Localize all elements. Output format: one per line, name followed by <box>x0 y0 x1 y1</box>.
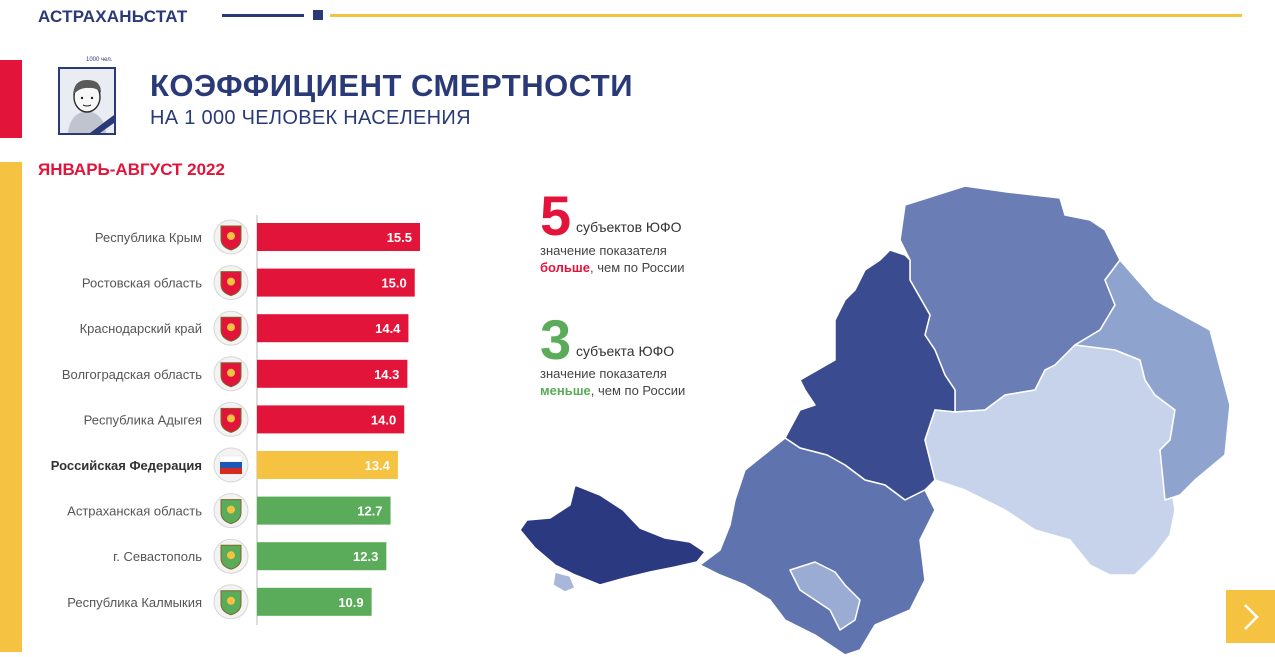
bar <box>257 268 415 297</box>
bar-value-label: 15.5 <box>387 230 412 245</box>
header-divider-dark <box>222 14 304 17</box>
category-label: г. Севастополь <box>113 549 202 564</box>
period-label: ЯНВАРЬ-АВГУСТ 2022 <box>38 160 225 179</box>
coat-of-arms-icon <box>213 493 249 529</box>
bar-value-label: 14.3 <box>374 367 399 382</box>
avatar-caption: 1000 чел. <box>86 57 113 63</box>
bar-value-label: 13.4 <box>365 458 391 473</box>
category-label: Краснодарский край <box>80 321 202 336</box>
southern-district-map <box>519 185 1231 656</box>
bar-value-label: 12.7 <box>357 504 382 519</box>
category-label: Астраханская область <box>67 504 202 519</box>
below-emph: меньше <box>540 383 591 398</box>
category-label: Ростовская область <box>82 276 202 291</box>
bar <box>257 451 398 479</box>
below-line1: значение показателя <box>540 366 667 381</box>
map-region-crimea <box>519 484 706 586</box>
accent-bar-red <box>0 60 22 138</box>
above-head: субъектов ЮФО <box>576 219 682 235</box>
next-slide-button[interactable] <box>1226 590 1275 643</box>
coat-of-arms-icon <box>213 401 249 437</box>
coat-of-arms-icon <box>213 310 249 346</box>
bar-value-label: 12.3 <box>353 549 378 564</box>
category-label: Российская Федерация <box>51 458 202 473</box>
above-rest: , чем по России <box>589 260 685 275</box>
bar <box>257 542 387 571</box>
page-title: КОЭФФИЦИЕНТ СМЕРТНОСТИ <box>150 68 634 103</box>
coat-of-arms-icon <box>213 265 249 301</box>
map-region-astrakhan <box>1074 259 1231 501</box>
bar-value-label: 14.4 <box>375 321 401 336</box>
bar <box>257 587 372 616</box>
coat-of-arms-icon <box>213 584 249 620</box>
map-region-krasnodar <box>699 437 936 656</box>
above-emph: больше <box>540 260 590 275</box>
map-region-adygea <box>789 561 861 631</box>
bar-value-label: 14.0 <box>371 412 396 427</box>
header-square-marker <box>313 10 323 20</box>
person-avatar-icon <box>58 67 116 135</box>
bar <box>257 496 391 525</box>
above-line1: значение показателя <box>540 243 667 258</box>
category-label: Республика Адыгея <box>84 412 202 427</box>
bar <box>257 314 409 343</box>
category-label: Республика Калмыкия <box>67 595 202 610</box>
bar <box>257 405 405 434</box>
coat-of-arms-icon <box>213 356 249 392</box>
category-label: Волгоградская область <box>62 367 202 382</box>
bar-value-label: 10.9 <box>338 595 363 610</box>
below-count: 3 <box>540 308 572 371</box>
below-rest: , чем по России <box>590 383 686 398</box>
bar <box>257 223 420 251</box>
coat-of-arms-icon <box>213 538 249 574</box>
below-line2: меньше, чем по России <box>540 383 685 398</box>
above-line2: больше, чем по России <box>540 260 684 275</box>
accent-bar-gold <box>0 162 22 652</box>
bar <box>257 359 408 388</box>
brand-title: АСТРАХАНЬСТАТ <box>38 7 188 26</box>
header-divider-gold <box>330 14 1242 17</box>
above-count: 5 <box>540 184 572 247</box>
russia-flag-icon <box>213 447 249 483</box>
map-region-sevastopol <box>552 571 576 593</box>
bar-value-label: 15.0 <box>381 276 406 291</box>
coat-of-arms-icon <box>213 219 249 255</box>
mortality-bar-chart: Республика Крым 15.5 Ростовская область 15.… <box>51 215 420 625</box>
below-head: субъекта ЮФО <box>576 343 675 359</box>
category-label: Республика Крым <box>95 230 202 245</box>
chevron-right-icon <box>1243 603 1259 630</box>
page-subtitle: НА 1 000 ЧЕЛОВЕК НАСЕЛЕНИЯ <box>150 107 471 129</box>
